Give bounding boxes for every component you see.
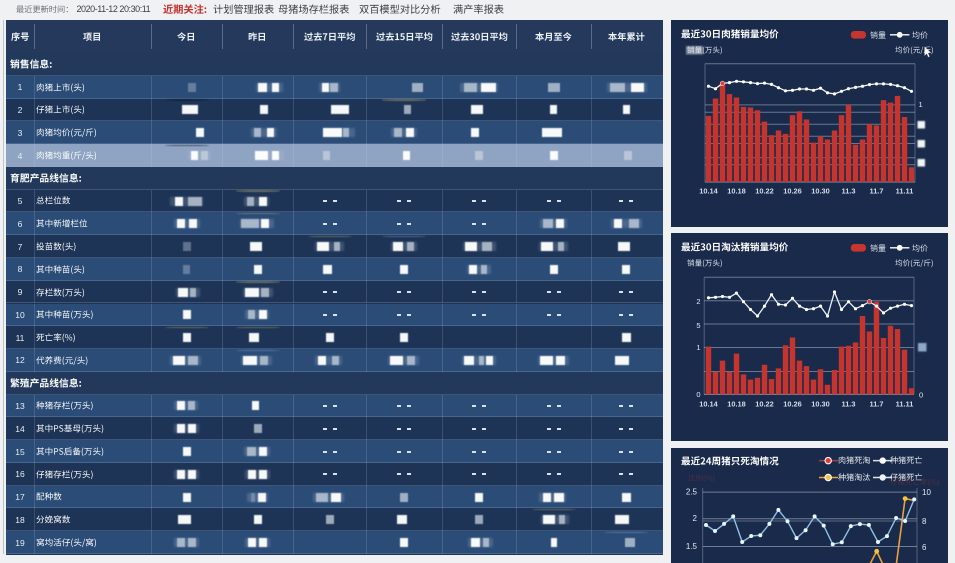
svg-text:11.3: 11.3 (842, 187, 856, 196)
svg-text:10.14: 10.14 (699, 400, 718, 409)
svg-text:10.14: 10.14 (699, 187, 718, 196)
svg-text:11.7: 11.7 (870, 187, 884, 196)
svg-text:11.3: 11.3 (842, 400, 856, 409)
svg-text:1.5: 1.5 (686, 542, 698, 551)
svg-text:5: 5 (696, 321, 700, 330)
svg-text:1: 1 (696, 343, 700, 352)
svg-text:2.5: 2.5 (686, 488, 698, 497)
svg-text:6: 6 (922, 543, 927, 552)
svg-text:10.18: 10.18 (727, 187, 746, 196)
svg-text:2: 2 (696, 297, 700, 306)
svg-text:10.22: 10.22 (755, 187, 774, 196)
svg-text:10: 10 (922, 488, 931, 497)
svg-text:11.7: 11.7 (870, 400, 884, 409)
svg-text:1: 1 (919, 100, 923, 109)
svg-text:8: 8 (922, 517, 927, 526)
svg-text:10.18: 10.18 (727, 400, 746, 409)
svg-text:10.30: 10.30 (811, 187, 830, 196)
svg-text:10.22: 10.22 (755, 400, 774, 409)
svg-text:10.26: 10.26 (783, 400, 802, 409)
svg-text:0: 0 (696, 390, 700, 399)
svg-text:11.11: 11.11 (896, 400, 914, 409)
svg-text:11.11: 11.11 (896, 187, 914, 196)
svg-text:0: 0 (919, 391, 923, 400)
svg-text:2: 2 (693, 514, 698, 523)
svg-text:10.30: 10.30 (811, 400, 830, 409)
svg-text:10.26: 10.26 (783, 187, 802, 196)
